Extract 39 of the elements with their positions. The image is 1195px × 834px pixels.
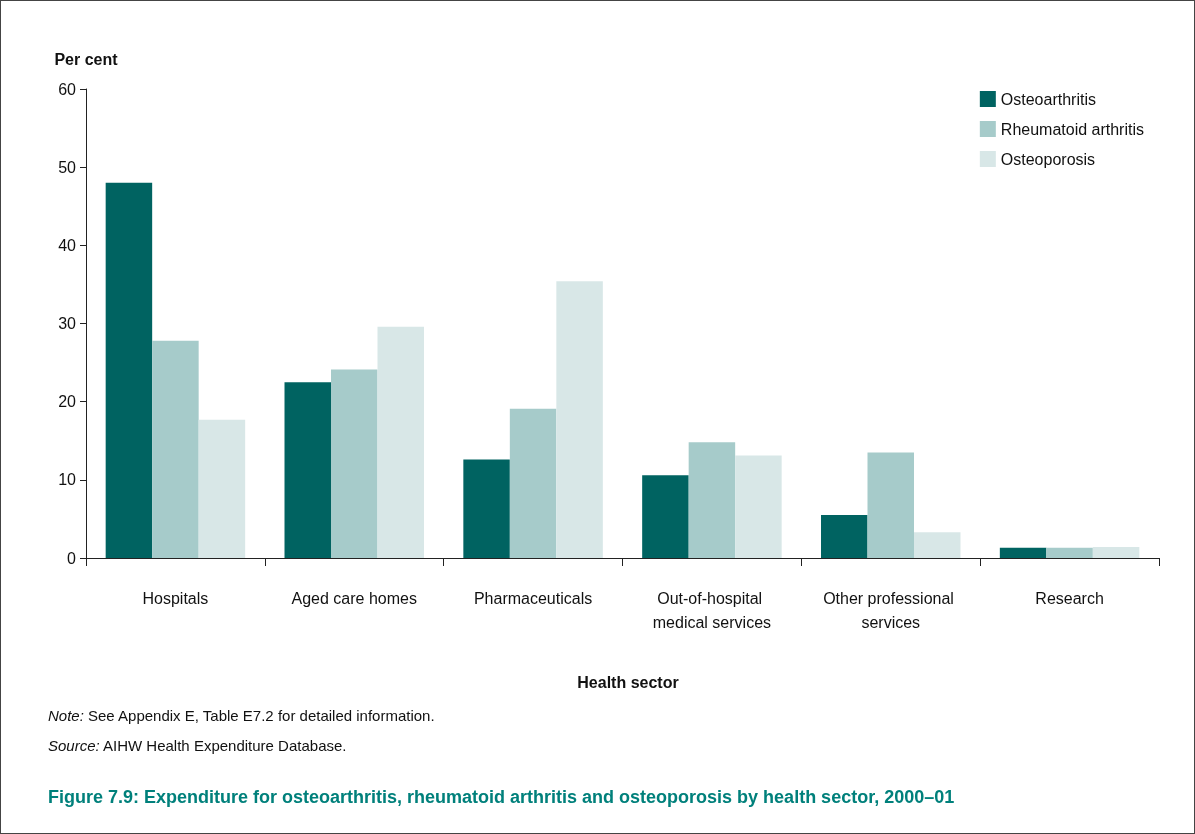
bar [867, 452, 914, 558]
x-tick-label: Hospitals [142, 589, 209, 607]
y-tick-label: 40 [58, 236, 77, 254]
bar [377, 326, 424, 558]
text: Figure 7.9: Expenditure for osteoarthritis, rheumatoid arthritis and osteoporosis by health sector, 2000–01 [48, 787, 955, 807]
y-axis-title: Per cent [54, 50, 119, 68]
bar [1046, 547, 1093, 558]
bar [198, 419, 246, 558]
bar [642, 475, 689, 558]
legend-label: Osteoporosis [1000, 150, 1096, 168]
x-tick-label: Out-of-hospital medical services [652, 589, 772, 631]
y-tick-label: 20 [58, 393, 77, 411]
x-tick-label: Pharmaceuticals [473, 589, 593, 607]
source-note: Source: AIHW Health Expenditure Database. [48, 737, 347, 754]
y-tick-label: 0 [67, 549, 77, 567]
bar [509, 408, 557, 558]
bar [331, 369, 378, 558]
bar [152, 340, 199, 558]
bar [284, 382, 331, 558]
bar [105, 182, 153, 558]
bar [463, 459, 510, 558]
y-tick-label: 60 [58, 80, 77, 98]
bar [821, 515, 868, 558]
y-tick-label: 30 [58, 315, 77, 332]
bar [688, 442, 736, 558]
bar [735, 455, 782, 558]
x-tick-label: Other professional services [823, 589, 959, 631]
x-tick-label: Aged care homes [291, 589, 417, 607]
bar [556, 281, 603, 558]
bar [999, 547, 1047, 558]
bar [1092, 547, 1140, 558]
bar [914, 532, 961, 558]
legend-label: Rheumatoid arthritis [1000, 120, 1144, 138]
y-tick-label: 10 [58, 471, 77, 489]
x-tick-label: Research [1035, 589, 1104, 607]
legend-label: Osteoarthritis [1000, 90, 1096, 108]
x-axis-title: Health sector [577, 673, 679, 691]
y-tick-label: 50 [58, 158, 77, 176]
text: Note: See Appendix E, Table E7.2 for detailed information. [48, 707, 435, 724]
